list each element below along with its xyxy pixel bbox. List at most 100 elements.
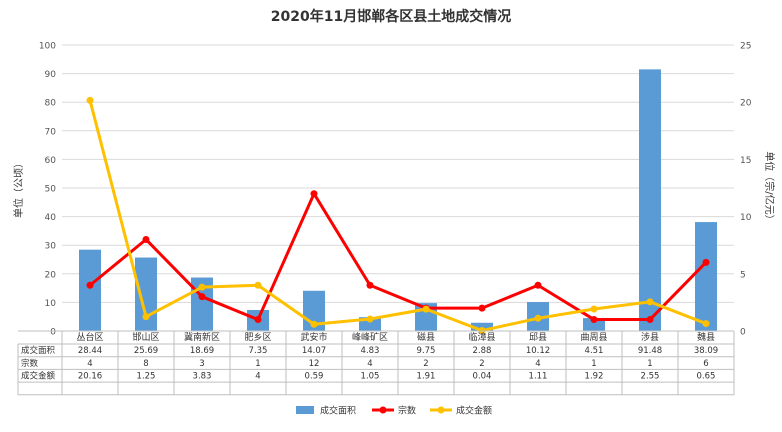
table-row-label: 成交金额	[21, 371, 56, 382]
category-label: 邯山区	[132, 331, 159, 343]
left-tick-label: 30	[45, 242, 57, 252]
line-point	[142, 313, 150, 321]
line-point	[86, 281, 94, 289]
left-tick-label: 20	[45, 270, 57, 280]
legend-label: 成交金额	[456, 405, 492, 417]
category-label: 临漳县	[468, 331, 495, 343]
left-tick-label: 10	[45, 299, 57, 309]
line-point	[198, 283, 206, 291]
table-cell: 25.69	[134, 346, 158, 356]
table-cell: 4.51	[585, 346, 604, 356]
table-cell: 1.25	[137, 372, 156, 382]
table-cell: 1.92	[585, 372, 604, 382]
left-tick-label: 40	[45, 213, 57, 223]
table-cell: 2.88	[473, 346, 492, 356]
category-label: 峰峰矿区	[352, 331, 388, 343]
table-cell: 4	[87, 359, 92, 369]
bar	[695, 222, 717, 331]
table-cell: 38.09	[694, 346, 718, 356]
line-point	[590, 316, 598, 324]
left-tick-label: 100	[39, 42, 56, 52]
line-point	[646, 298, 654, 306]
left-axis-label: 单位（公顷）	[12, 158, 25, 218]
line-point	[478, 304, 486, 312]
table-cell: 4.83	[361, 346, 380, 356]
line-point	[422, 305, 430, 313]
line-point	[310, 190, 318, 198]
chart-title: 2020年11月邯郸各区县土地成交情况	[271, 8, 511, 25]
legend-swatch	[296, 406, 314, 414]
line-point	[702, 258, 710, 266]
table-cell: 7.35	[249, 346, 268, 356]
table-cell: 20.16	[78, 372, 102, 382]
category-label: 曲周县	[580, 332, 607, 343]
line-point	[366, 315, 374, 323]
line-point	[590, 305, 598, 313]
legend-marker	[379, 406, 387, 414]
table-cell: 1	[647, 359, 652, 369]
table-cell: 0.65	[697, 372, 716, 382]
line-point	[254, 316, 262, 324]
series-line	[89, 192, 708, 322]
table-cell: 4	[367, 359, 372, 369]
table-cell: 4	[255, 372, 260, 382]
right-tick-label: 0	[740, 328, 746, 338]
line-point	[198, 293, 206, 301]
table-cell: 91.48	[638, 346, 662, 356]
right-tick-label: 25	[740, 42, 751, 52]
table-cell: 1.05	[361, 372, 380, 382]
bar	[639, 69, 661, 332]
category-label: 磁县	[417, 331, 435, 343]
category-label: 魏县	[697, 331, 715, 343]
right-tick-label: 20	[740, 99, 752, 109]
legend-label: 成交面积	[320, 405, 356, 417]
series-line	[88, 99, 707, 333]
table-cell: 3.83	[193, 372, 212, 382]
table-cell: 6	[703, 359, 708, 369]
table-row-label: 宗数	[21, 358, 39, 369]
category-label: 涉县	[641, 331, 659, 343]
line-point	[142, 235, 150, 243]
line-point	[702, 320, 710, 328]
line-point	[646, 316, 654, 324]
left-tick-label: 80	[45, 99, 57, 109]
table-cell: 8	[143, 359, 148, 369]
bar	[471, 322, 493, 331]
table-cell: 10.12	[526, 346, 550, 356]
line-point	[86, 96, 94, 104]
category-label: 丛台区	[76, 331, 103, 343]
line-point	[366, 281, 374, 289]
table-cell: 1	[255, 359, 260, 369]
table-cell: 9.75	[417, 346, 436, 356]
table-cell: 2.55	[641, 372, 660, 382]
right-tick-label: 10	[740, 213, 752, 223]
table-cell: 14.07	[302, 346, 326, 356]
category-label: 邱县	[529, 332, 547, 343]
table-cell: 12	[309, 359, 320, 369]
bar	[79, 249, 101, 331]
table-cell: 4	[535, 359, 540, 369]
left-tick-label: 90	[45, 70, 57, 80]
line-point	[254, 281, 262, 289]
line-point	[534, 281, 542, 289]
table-cell: 2	[479, 359, 484, 369]
table-row-label: 成交面积	[21, 345, 56, 356]
left-tick-label: 70	[45, 127, 57, 137]
table-cell: 1	[591, 359, 596, 369]
category-label: 武安市	[300, 331, 327, 343]
table-cell: 3	[199, 359, 204, 369]
legend-label: 宗数	[398, 405, 416, 417]
bar	[583, 318, 605, 331]
table-cell: 0.59	[305, 372, 324, 382]
right-tick-label: 15	[740, 156, 751, 166]
table-cell: 1.11	[529, 372, 548, 382]
table-cell: 0.04	[473, 372, 492, 382]
table-cell: 1.91	[417, 372, 436, 382]
category-label: 肥乡区	[244, 332, 271, 343]
left-tick-label: 60	[45, 156, 57, 166]
line-point	[310, 320, 318, 328]
line-point	[534, 314, 542, 322]
table-cell: 2	[423, 359, 428, 369]
